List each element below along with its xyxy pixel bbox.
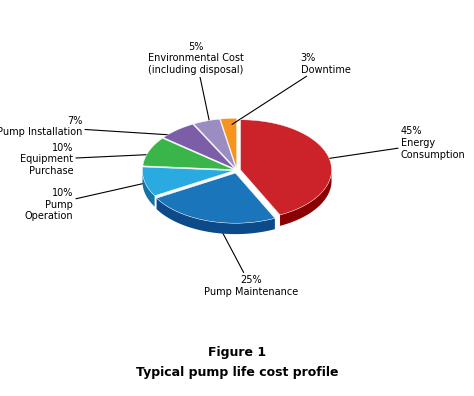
Text: 3%
Downtime: 3% Downtime <box>232 53 351 124</box>
Text: 45%
Energy
Consumption: 45% Energy Consumption <box>319 126 465 160</box>
Polygon shape <box>220 118 237 168</box>
Text: Typical pump life cost profile: Typical pump life cost profile <box>136 366 338 379</box>
Polygon shape <box>280 168 331 226</box>
Polygon shape <box>143 167 234 196</box>
Polygon shape <box>143 168 155 207</box>
Polygon shape <box>240 120 331 215</box>
Text: 5%
Environmental Cost
(including disposal): 5% Environmental Cost (including disposa… <box>148 42 244 126</box>
Text: 10%
Pump
Operation: 10% Pump Operation <box>25 181 155 221</box>
Polygon shape <box>143 138 234 169</box>
Polygon shape <box>164 124 235 169</box>
Polygon shape <box>156 198 275 234</box>
Text: 25%
Pump Maintenance: 25% Pump Maintenance <box>203 216 298 297</box>
Text: 7%
Pump Installation: 7% Pump Installation <box>0 116 183 137</box>
Text: Figure 1: Figure 1 <box>208 346 266 360</box>
Text: 10%
Equipment
Purchase: 10% Equipment Purchase <box>20 143 159 176</box>
Polygon shape <box>156 173 275 223</box>
Polygon shape <box>194 119 236 168</box>
